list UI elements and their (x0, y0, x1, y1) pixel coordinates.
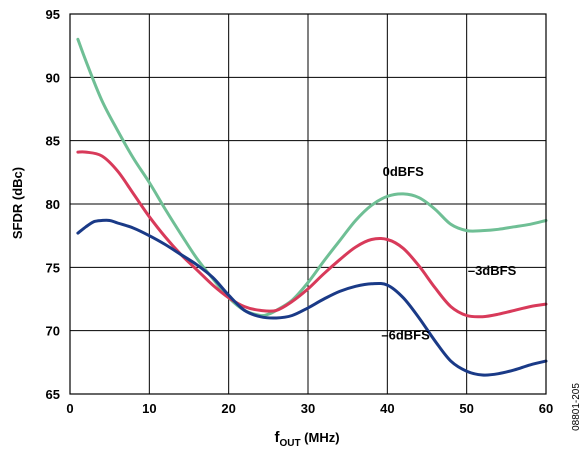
y-axis-label: SFDR (dBc) (10, 167, 25, 239)
series-line-0 (76, 37, 548, 318)
y-tick-label: 95 (46, 7, 60, 22)
x-axis-label: fOUT (MHz) (274, 429, 339, 449)
x-tick-label: 50 (459, 401, 473, 416)
x-tick-label: 40 (380, 401, 394, 416)
y-tick-label: 80 (46, 197, 60, 212)
y-tick-label: 90 (46, 70, 60, 85)
series-lines (76, 37, 548, 377)
figure-id: 08801-205 (571, 383, 582, 431)
y-tick-label: 70 (46, 324, 60, 339)
series-label-2: –6dBFS (381, 328, 430, 343)
y-tick-label: 65 (46, 387, 60, 402)
x-tick-label: 10 (142, 401, 156, 416)
tick-labels: 0 10 20 30 40 50 60 65 70 75 80 85 90 95 (46, 7, 554, 416)
plot-frame (69, 13, 547, 395)
series-label-0: 0dBFS (383, 164, 425, 179)
series-line-2 (76, 218, 548, 377)
series-annotations: 0dBFS –3dBFS –6dBFS (381, 164, 516, 342)
y-tick-label: 85 (46, 134, 60, 149)
grid (70, 14, 546, 394)
series-line-1 (76, 150, 548, 319)
series-label-1: –3dBFS (468, 263, 517, 278)
x-tick-label: 30 (301, 401, 315, 416)
x-tick-label: 0 (66, 401, 73, 416)
x-axis-label-main: f (274, 429, 280, 446)
x-tick-label: 60 (539, 401, 553, 416)
x-tick-label: 20 (221, 401, 235, 416)
y-tick-label: 75 (46, 260, 60, 275)
x-axis-label-units: (MHz) (301, 430, 340, 445)
x-axis-label-subscript: OUT (279, 438, 300, 449)
